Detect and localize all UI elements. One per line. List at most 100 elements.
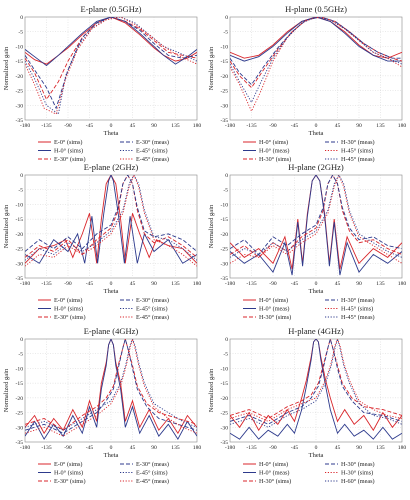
legend-label: E-45° (meas): [136, 314, 169, 321]
legend-label: H-0° (sims): [259, 139, 288, 146]
x-tick-label: -45: [291, 123, 299, 129]
x-tick-label: 90: [151, 445, 157, 451]
series-line-1: [25, 339, 197, 440]
legend-label: E-30° (meas): [136, 139, 169, 146]
series-line-1: [230, 339, 402, 440]
x-tick-label: 45: [335, 123, 341, 129]
y-tick-label: -25: [16, 247, 24, 253]
y-tick-label: -30: [16, 261, 24, 267]
series-line-3: [230, 339, 402, 425]
legend-label: H-0° (meas): [259, 148, 289, 155]
y-tick-label: -20: [16, 74, 24, 80]
legend-label: E-45° (sims): [136, 306, 168, 313]
y-tick-label: -25: [16, 411, 24, 417]
x-tick-label: -135: [41, 445, 51, 451]
series-line-1: [25, 175, 197, 264]
y-tick-label: -10: [16, 44, 24, 50]
y-tick-label: 0: [225, 173, 228, 179]
y-tick-label: 0: [225, 15, 228, 21]
legend-label: H-30° (meas): [341, 139, 375, 146]
y-tick-label: -35: [16, 440, 24, 446]
x-tick-label: -45: [291, 281, 299, 287]
x-axis-label: Theta: [309, 130, 324, 137]
x-tick-label: 0: [315, 281, 318, 287]
y-axis-label: Normalized gain: [3, 46, 10, 90]
y-tick-label: -10: [16, 366, 24, 372]
chart-title: E-plane (0.5GHz): [81, 4, 142, 14]
x-axis-label: Theta: [104, 452, 119, 459]
x-tick-label: 90: [151, 123, 157, 129]
y-tick-label: 0: [20, 173, 23, 179]
y-axis-label: Normalized gain: [3, 368, 10, 412]
x-tick-label: -180: [20, 445, 30, 451]
legend-label: H-45° (meas): [341, 314, 375, 321]
y-tick-label: -5: [18, 352, 23, 358]
y-axis-label: Normalized gain: [208, 368, 215, 412]
legend-label: E-30° (sims): [54, 156, 86, 163]
x-axis-label: Theta: [309, 452, 324, 459]
y-tick-label: 0: [20, 15, 23, 21]
y-tick-label: -20: [221, 74, 229, 80]
legend-label: H-0° (sims): [259, 461, 288, 468]
series-line-1: [230, 175, 402, 276]
x-tick-label: -180: [225, 123, 235, 129]
y-tick-label: 0: [225, 337, 228, 343]
y-tick-label: -25: [221, 411, 229, 417]
chart-panel-1: H-plane (0.5GHz) -180 -135 -90 -45 0 45 90 135 18…: [208, 4, 406, 163]
y-tick-label: -25: [16, 89, 24, 95]
legend-label: H-30° (meas): [341, 461, 375, 468]
y-tick-label: -20: [16, 232, 24, 238]
x-tick-label: 135: [376, 445, 385, 451]
y-tick-label: -15: [221, 217, 229, 223]
series-line-0: [230, 339, 402, 432]
y-tick-label: -5: [18, 30, 23, 36]
chart-title: H-plane (0.5GHz): [285, 4, 347, 14]
y-tick-label: -30: [221, 103, 229, 109]
legend-label: E-45° (sims): [136, 470, 168, 477]
legend-label: E-30° (meas): [136, 297, 169, 304]
y-tick-label: -35: [16, 118, 24, 124]
legend-label: H-0° (sims): [54, 148, 83, 155]
x-tick-label: -135: [246, 281, 256, 287]
y-tick-label: -15: [221, 381, 229, 387]
series-line-1: [25, 17, 197, 67]
series-line-0: [25, 17, 197, 65]
series-line-3: [25, 175, 197, 252]
x-tick-label: -135: [246, 123, 256, 129]
y-tick-label: -35: [16, 276, 24, 282]
legend-label: E-45° (sims): [136, 148, 168, 155]
x-tick-label: 0: [110, 445, 113, 451]
legend-label: H-30° (sims): [259, 478, 291, 485]
y-tick-label: -30: [16, 425, 24, 431]
x-tick-label: -135: [246, 445, 256, 451]
x-tick-label: -90: [269, 281, 277, 287]
legend-label: H-60° (meas): [341, 478, 375, 485]
y-axis-label: Normalized gain: [208, 46, 215, 90]
x-tick-label: 0: [315, 123, 318, 129]
x-tick-label: -90: [269, 445, 277, 451]
x-tick-label: -45: [291, 445, 299, 451]
y-tick-label: -20: [221, 232, 229, 238]
y-tick-label: -5: [223, 352, 228, 358]
x-tick-label: 180: [193, 445, 202, 451]
y-tick-label: -35: [221, 276, 229, 282]
x-tick-label: -90: [269, 123, 277, 129]
series-line-3: [25, 17, 197, 110]
chart-panel-0: E-plane (0.5GHz) -180 -135 -90 -45 0 45 90 135 18…: [3, 4, 201, 163]
series-line-2: [230, 175, 402, 259]
legend-label: E-30° (sims): [54, 478, 86, 485]
x-tick-label: 180: [193, 123, 202, 129]
x-tick-label: 0: [110, 281, 113, 287]
legend-label: E-45° (meas): [136, 156, 169, 163]
legend-label: E-0° (sims): [54, 461, 82, 468]
legend-label: H-45° (meas): [341, 156, 375, 163]
y-tick-label: -30: [16, 103, 24, 109]
x-tick-label: -135: [41, 123, 51, 129]
x-tick-label: 135: [376, 123, 385, 129]
x-tick-label: -180: [225, 281, 235, 287]
y-tick-label: -15: [16, 217, 24, 223]
x-tick-label: 90: [151, 281, 157, 287]
y-tick-label: 0: [20, 337, 23, 343]
x-tick-label: 135: [171, 281, 180, 287]
